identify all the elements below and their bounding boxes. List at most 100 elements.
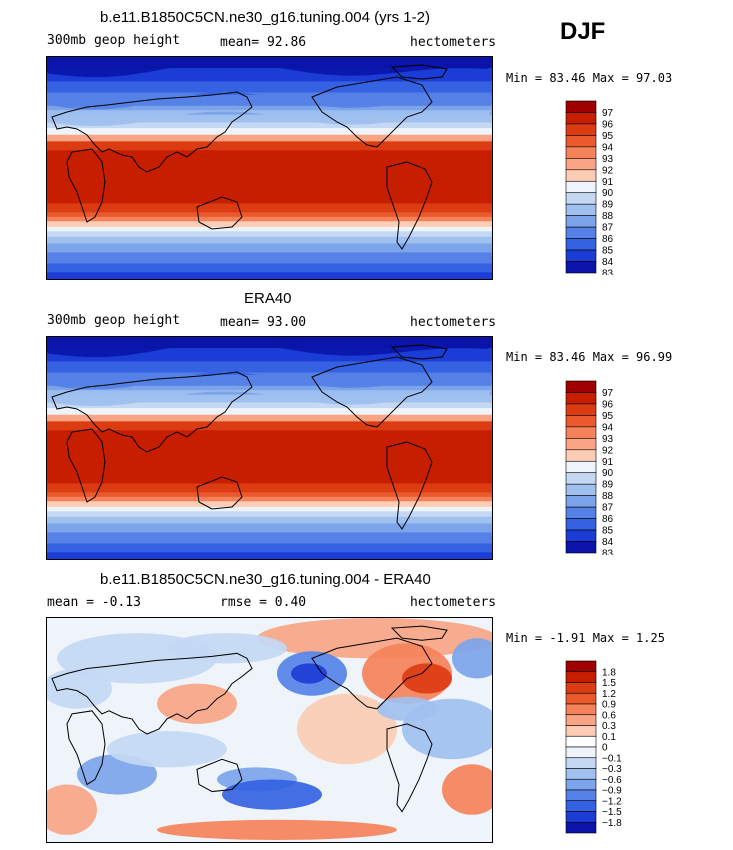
colorbar-tick-label: 84: [602, 537, 614, 548]
colorbar-tick-label: 1.2: [602, 689, 616, 700]
colorbar-tick-label: 94: [602, 142, 614, 153]
colorbar-swatch: [565, 135, 597, 148]
colorbar-swatch: [565, 261, 597, 274]
colorbar-swatch: [565, 529, 597, 542]
colorbar-swatch: [565, 506, 597, 519]
colorbar-tick-label: 90: [602, 468, 614, 479]
colorbar-tick-label: 0: [602, 743, 608, 754]
colorbar-tick-label: 0.6: [602, 710, 616, 721]
colorbar-tick-label: 93: [602, 154, 614, 165]
colorbar-tick-label: −1.2: [602, 796, 622, 807]
map-field-svg-1: [47, 57, 492, 279]
colorbar-tick-label: 96: [602, 119, 614, 130]
colorbar-tick-label: 96: [602, 399, 614, 410]
colorbar-swatch: [565, 692, 597, 705]
colorbar-swatch: [565, 249, 597, 262]
colorbar-swatch: [565, 778, 597, 791]
colorbar-tick-label: 89: [602, 200, 614, 211]
colorbar-tick-label: −0.1: [602, 753, 622, 764]
colorbar-tick-label: 1.8: [602, 667, 616, 678]
colorbar-swatch: [565, 226, 597, 239]
colorbar-tick-label: 85: [602, 526, 614, 537]
colorbar-tick-label: 88: [602, 491, 614, 502]
panel1-variable-label: 300mb geop height: [47, 33, 181, 48]
colorbar-tick-label: 97: [602, 108, 614, 119]
colorbar-swatch: [565, 180, 597, 194]
colorbar-swatch: [565, 789, 597, 802]
colorbar-swatch: [565, 438, 597, 451]
colorbar-swatch: [565, 518, 597, 531]
colorbar-swatch: [565, 682, 597, 694]
panel3-minmax-label: Min = -1.91 Max = 1.25: [506, 631, 665, 645]
panel3-mean-label: mean = -0.13: [47, 595, 141, 610]
colorbar-tick-label: 88: [602, 211, 614, 222]
colorbar-swatch: [565, 714, 597, 726]
colorbar-tick-label: −0.3: [602, 764, 622, 775]
panel1-mean-label: mean= 92.86: [220, 35, 307, 50]
colorbar-swatch: [565, 472, 597, 485]
colorbar-tick-label: 92: [602, 165, 614, 176]
panel1-minmax-label: Min = 83.46 Max = 97.03: [506, 71, 673, 85]
colorbar-tick-label: −0.9: [602, 786, 622, 797]
colorbar-tick-label: 87: [602, 223, 614, 234]
colorbar-swatch: [565, 169, 597, 182]
colorbar-tick-label: 92: [602, 445, 614, 456]
colorbar-swatch: [565, 703, 597, 716]
panel2-title: ERA40: [244, 290, 292, 307]
colorbar-swatch: [565, 192, 597, 205]
colorbar-tick-label: 94: [602, 422, 614, 433]
colorbar-tick-label: 0.1: [602, 732, 616, 743]
panel3-rmse-label: rmse = 0.40: [220, 595, 307, 610]
colorbar-swatch: [565, 757, 597, 769]
colorbar-tick-label: −1.5: [602, 807, 622, 818]
map-field-svg-2: [47, 337, 492, 559]
colorbar-swatch: [565, 380, 597, 393]
colorbar-swatch: [565, 746, 597, 759]
colorbar-swatch: [565, 426, 597, 439]
panel2-variable-label: 300mb geop height: [47, 313, 181, 328]
panel3-units-label: hectometers: [410, 595, 497, 610]
colorbar-swatch: [565, 100, 597, 113]
colorbar-swatch: [565, 146, 597, 159]
colorbar-tick-label: 91: [602, 177, 614, 188]
season-label: DJF: [560, 18, 606, 45]
colorbar-swatch: [565, 821, 597, 834]
panel3-title: b.e11.B1850C5CN.ne30_g16.tuning.004 - ER…: [100, 571, 431, 588]
colorbar-swatch: [565, 811, 597, 823]
colorbar-swatch: [565, 768, 597, 780]
colorbar-tick-label: −1.8: [602, 818, 622, 829]
colorbar-swatch: [565, 158, 597, 171]
colorbar-tick-label: 93: [602, 434, 614, 445]
panel3-colorbar: 1.8 1.5 1.2 0.9 0.6 0.3 0.1 0 −0.1 −0.3 −0.6 −0.9 −1…: [565, 660, 645, 835]
colorbar-swatch: [565, 460, 597, 474]
colorbar-swatch: [565, 671, 597, 683]
panel2-units-label: hectometers: [410, 315, 497, 330]
panel2-map: [46, 336, 493, 560]
colorbar-tick-label: 84: [602, 257, 614, 268]
colorbar-swatch: [565, 495, 597, 508]
colorbar-swatch: [565, 725, 597, 737]
panel2-colorbar: 97 96 95 94 93 92 91 90 89 88 87 86 85 84 83: [565, 380, 645, 560]
colorbar-tick-label: 90: [602, 188, 614, 199]
colorbar-tick-label: 83: [602, 549, 614, 556]
panel1-title: b.e11.B1850C5CN.ne30_g16.tuning.004 (yrs…: [100, 9, 430, 26]
colorbar-tick-label: 87: [602, 503, 614, 514]
colorbar-swatch: [565, 415, 597, 428]
colorbar-tick-label: 95: [602, 131, 614, 142]
panel3-map: [46, 617, 493, 843]
colorbar-swatch: [565, 403, 597, 416]
panel2-minmax-label: Min = 83.46 Max = 96.99: [506, 350, 673, 364]
colorbar-swatch: [565, 112, 597, 125]
colorbar-tick-label: 86: [602, 234, 614, 245]
colorbar-tick-label: 91: [602, 457, 614, 468]
colorbar-tick-label: −0.6: [602, 775, 622, 786]
colorbar-swatch: [565, 660, 597, 673]
colorbar-swatch: [565, 392, 597, 405]
panel1-units-label: hectometers: [410, 35, 497, 50]
colorbar-swatch: [565, 238, 597, 251]
colorbar-swatch: [565, 735, 597, 748]
colorbar-tick-label: 0.9: [602, 700, 616, 711]
colorbar-swatch: [565, 449, 597, 462]
panel1-map: [46, 56, 493, 280]
